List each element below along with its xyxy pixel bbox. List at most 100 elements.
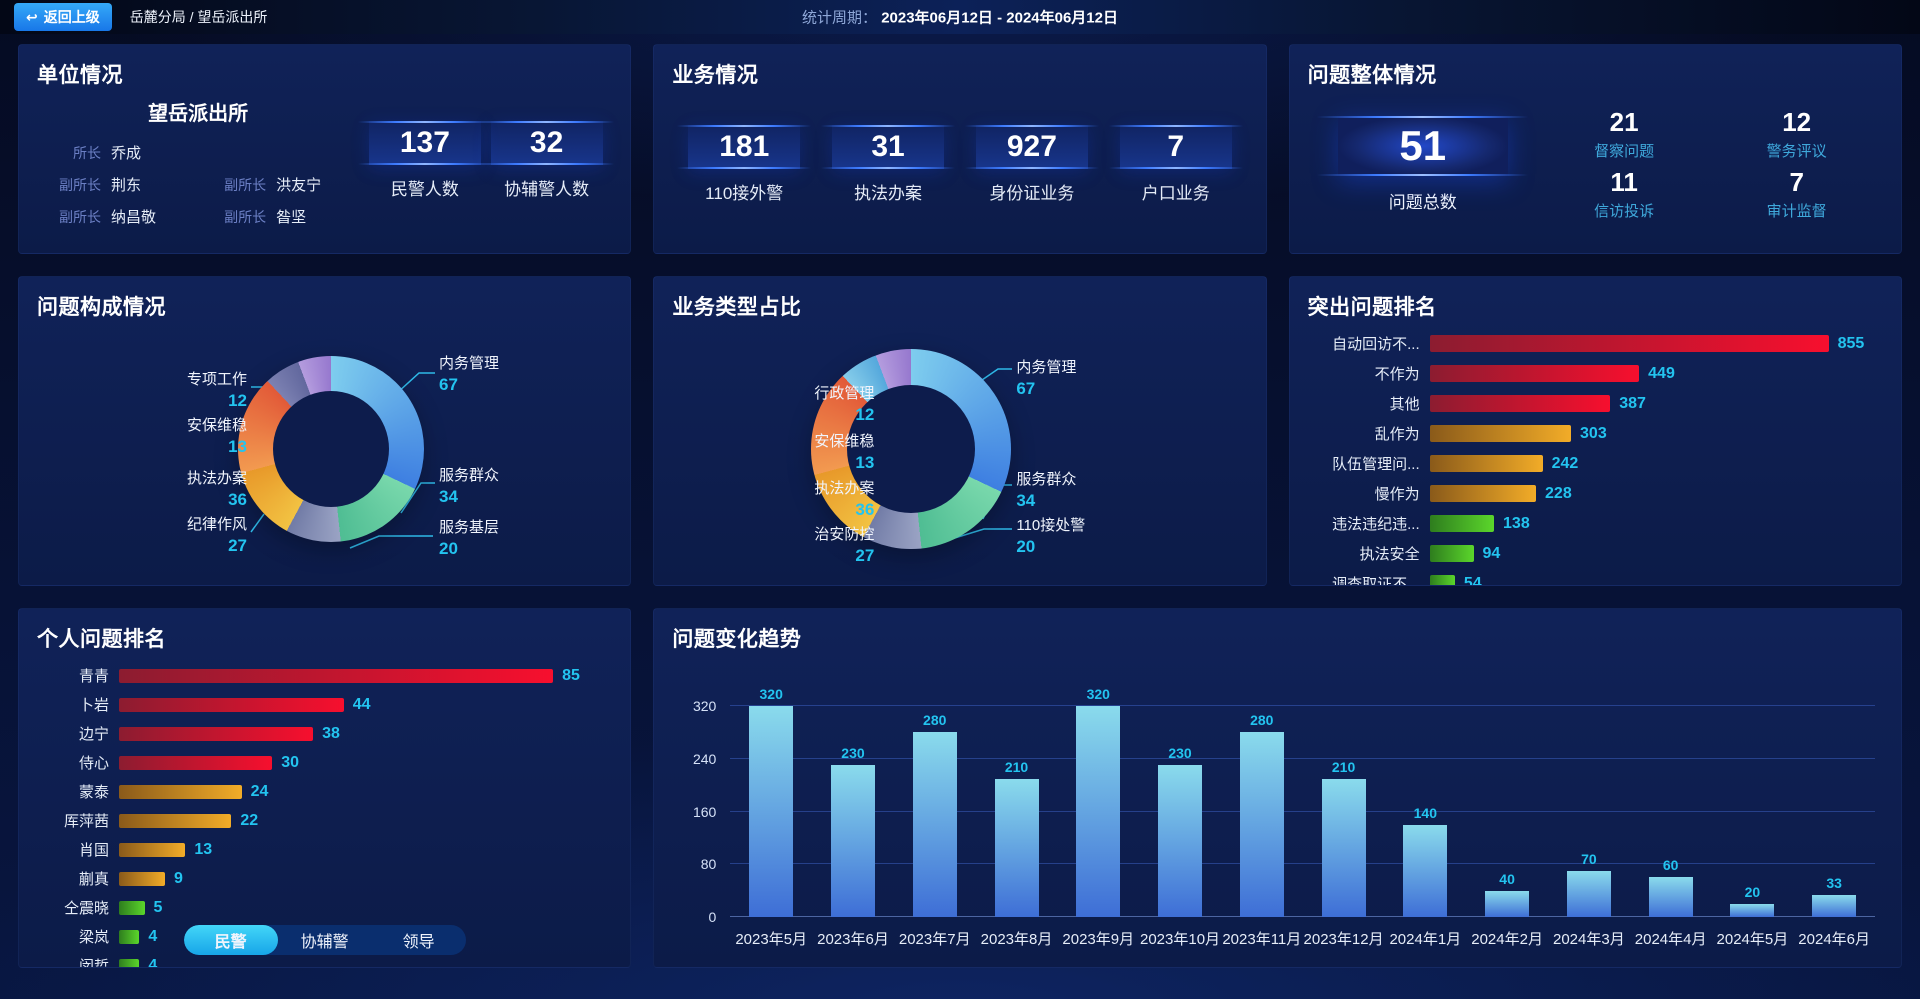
bar[interactable] — [1429, 515, 1495, 532]
bar[interactable] — [119, 697, 344, 712]
trend-bar[interactable] — [1730, 903, 1775, 917]
bar-category-label: 调查取证不... — [1332, 576, 1420, 586]
trend-column: 230 2023年10月 — [1139, 667, 1221, 949]
back-button-label: 返回上级 — [43, 9, 100, 25]
pie-label-admin: 行政管理 12 — [814, 385, 875, 424]
trend-bar[interactable] — [1321, 778, 1366, 917]
pie-label-law-enforcement: 执法办案 36 — [814, 480, 875, 519]
bar-row: 青青 85 — [37, 665, 612, 686]
bar-category-label: 肖国 — [78, 842, 109, 859]
bar-category-label: 违法违纪违... — [1332, 516, 1420, 533]
bar-category-label: 蒯真 — [78, 871, 109, 888]
gridline — [730, 916, 1875, 917]
trend-column: 40 2024年2月 — [1466, 667, 1548, 949]
trend-bar[interactable] — [749, 706, 794, 917]
back-button[interactable]: ↩ 返回上级 — [14, 3, 112, 31]
bar[interactable] — [1429, 395, 1611, 412]
trend-column: 33 2024年6月 — [1793, 667, 1875, 949]
trend-bar[interactable] — [1403, 824, 1448, 917]
trend-bar[interactable] — [1648, 877, 1693, 917]
stat-value: 31 — [871, 129, 905, 163]
bar[interactable] — [1429, 455, 1543, 472]
bar-category-label: 不作为 — [1374, 366, 1420, 383]
trend-bar[interactable] — [830, 765, 875, 917]
bar[interactable] — [1429, 575, 1455, 585]
station-name: 望岳派出所 — [148, 103, 249, 125]
trend-bar[interactable] — [912, 732, 957, 917]
trend-column: 20 2024年5月 — [1712, 667, 1794, 949]
top-problems-chart: 自动回访不... 855 不作为 449 其他 387 乱作为 303 队伍管理问... 242 慢… — [1308, 333, 1883, 586]
unit-panel: 单位情况 望岳派出所 所长 乔成 副所长 荆东 副所长 洪友宁 — [18, 44, 632, 254]
staff-name: 乔成 — [111, 145, 142, 162]
bar[interactable] — [119, 842, 186, 857]
bar[interactable] — [119, 900, 145, 915]
gridlines — [730, 667, 1875, 917]
x-axis-label: 2023年7月 — [898, 931, 971, 948]
bar[interactable] — [119, 958, 140, 967]
bar[interactable] — [119, 784, 242, 799]
y-axis-tick: 240 — [692, 750, 717, 767]
biz-stat-hukou: 7 户口业务 — [1108, 124, 1243, 204]
problem-composition-donut[interactable] — [238, 356, 424, 542]
trend-bar[interactable] — [1485, 890, 1530, 917]
bar[interactable] — [1429, 545, 1474, 562]
breadcrumb[interactable]: 岳麓分局 / 望岳派出所 — [129, 9, 268, 25]
bar-value: 449 — [1648, 364, 1675, 382]
staff-row: 副所长 荆东 — [43, 174, 194, 195]
trend-bar[interactable] — [1812, 895, 1857, 917]
bar-value: 855 — [1837, 334, 1865, 352]
staff-role: 所长 — [73, 145, 101, 161]
police-count-stat: 137 民警人数 — [357, 120, 493, 200]
bar-value: 20 — [1744, 883, 1761, 900]
stat-value: 927 — [1006, 129, 1057, 163]
auxiliary-count-stat: 32 协辅警人数 — [479, 120, 614, 200]
personal-ranking-tabs: 民警 协辅警 领导 — [183, 925, 466, 955]
trend-bar[interactable] — [1076, 706, 1121, 917]
bar[interactable] — [1429, 335, 1829, 352]
bar[interactable] — [119, 755, 273, 770]
bar[interactable] — [119, 813, 232, 828]
tab-lingdao[interactable]: 领导 — [402, 934, 435, 951]
staff-row: 副所长 纳昌敬 — [43, 206, 194, 227]
trend-bar[interactable] — [1239, 732, 1284, 917]
bar[interactable] — [119, 726, 314, 741]
x-axis-label: 2023年12月 — [1303, 931, 1384, 948]
bar-category-label: 其他 — [1389, 396, 1420, 413]
x-axis-label: 2023年6月 — [817, 931, 889, 948]
bar[interactable] — [1429, 425, 1572, 442]
personal-ranking-chart: 青青 85 卜岩 44 边宁 38 侍心 30 蒙泰 24 厍萍茜 22 肖国 13 蒯真 9 仝震晓 5 梁岚 4 闵… — [37, 665, 612, 967]
staff-row: 副所长 洪友宁 — [208, 174, 359, 195]
trend-bar[interactable] — [1566, 870, 1611, 917]
trend-bar[interactable] — [1158, 765, 1203, 917]
bar[interactable] — [119, 929, 140, 944]
bar-value: 40 — [1499, 870, 1515, 887]
bar-row: 梁岚 4 — [37, 926, 612, 947]
bar[interactable] — [119, 668, 554, 683]
bar-row: 执法安全 94 — [1308, 543, 1883, 564]
bar-value: 60 — [1662, 857, 1679, 874]
trend-panel: 问题变化趋势 0 80 160 240 320 320 2023年5月 230 2023年6月… — [653, 608, 1902, 968]
stat-label: 民警人数 — [390, 179, 459, 199]
bar[interactable] — [1429, 485, 1537, 502]
bar-value: 138 — [1503, 514, 1530, 532]
trend-bar[interactable] — [994, 778, 1039, 917]
bar-value: 4 — [148, 927, 158, 945]
tab-xiefujing[interactable]: 协辅警 — [300, 934, 349, 951]
trend-chart: 0 80 160 240 320 320 2023年5月 230 2023年6月 280 2023… — [672, 667, 1883, 949]
bar[interactable] — [1429, 365, 1640, 382]
trend-column: 210 2023年12月 — [1303, 667, 1385, 949]
bar-value: 5 — [153, 898, 163, 916]
business-type-donut[interactable] — [811, 349, 1012, 549]
bar[interactable] — [119, 871, 165, 886]
bar-value: 30 — [281, 753, 300, 771]
bar-row: 违法违纪违... 138 — [1308, 513, 1883, 534]
bar-track: 24 — [119, 783, 612, 801]
bar-value: 280 — [1250, 712, 1274, 729]
bar-row: 其他 387 — [1308, 393, 1883, 414]
bar-track: 54 — [1429, 575, 1883, 585]
business-panel: 业务情况 181 110接外警 31 执法办案 927 身份证业务 7 户口业务 — [653, 44, 1267, 254]
back-arrow-icon: ↩ — [26, 8, 38, 25]
tab-minjing[interactable]: 民警 — [183, 925, 278, 955]
x-axis-label: 2024年1月 — [1389, 931, 1462, 948]
biz-stat-110: 181 110接外警 — [677, 124, 812, 204]
